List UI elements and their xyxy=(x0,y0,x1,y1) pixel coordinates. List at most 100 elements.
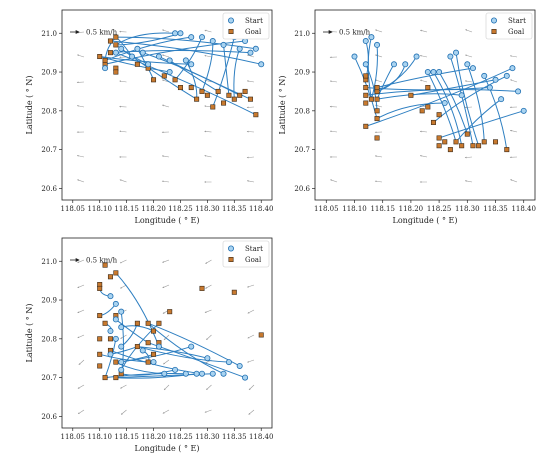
trajectory-line xyxy=(147,322,240,367)
start-marker xyxy=(458,92,465,99)
current-vector xyxy=(419,155,428,158)
goal-marker xyxy=(199,285,205,291)
goal-marker xyxy=(221,100,227,106)
start-marker xyxy=(436,69,443,76)
x-tick-label: 118.10 xyxy=(342,205,367,213)
start-marker xyxy=(486,84,493,91)
current-vector xyxy=(509,129,518,133)
x-tick-label: 118.15 xyxy=(114,205,139,213)
trajectory-line xyxy=(104,338,117,378)
trajectory-line xyxy=(365,89,519,96)
current-vector xyxy=(510,179,518,183)
trajectory-line xyxy=(376,102,445,120)
trajectory-line xyxy=(367,37,372,100)
goal-marker xyxy=(145,320,151,326)
trajectory-line xyxy=(427,71,457,142)
start-marker xyxy=(107,328,114,335)
x-tick-label: 118.40 xyxy=(249,433,274,441)
goal-marker xyxy=(107,38,113,44)
plot-frame xyxy=(61,9,273,201)
x-axis-label: Longitude ( ° E) xyxy=(135,444,200,453)
current-vector xyxy=(465,29,473,33)
scale-arrow: 0.5 km/h xyxy=(70,257,118,265)
panel-top-right: 118.05 118.10 118.15 118.20 118.25 118.30 118.… xyxy=(278,9,536,225)
start-marker xyxy=(198,370,205,377)
goal-markers xyxy=(363,73,510,153)
goal-marker xyxy=(436,112,442,118)
goal-marker xyxy=(363,92,369,98)
current-vector xyxy=(206,334,212,340)
y-tick-label: 20.8 xyxy=(41,335,57,343)
goal-marker xyxy=(481,139,487,145)
goal-marker xyxy=(156,320,162,326)
goal-marker xyxy=(188,85,194,91)
goal-marker xyxy=(258,332,264,338)
trajectory-line xyxy=(438,71,468,135)
trajectory-line xyxy=(212,37,235,108)
legend-box xyxy=(222,240,270,268)
current-vector xyxy=(78,359,85,365)
current-vector xyxy=(119,130,127,133)
trajectory-line xyxy=(455,52,480,146)
start-markers xyxy=(351,34,527,114)
legend: Start Goal xyxy=(222,12,270,40)
scale-arrow: 0.5 km/h xyxy=(323,29,371,37)
start-marker xyxy=(182,57,189,64)
trajectory-line xyxy=(455,98,502,143)
x-tick-label: 118.30 xyxy=(455,205,480,213)
x-tick-label: 118.35 xyxy=(222,205,247,213)
current-vector xyxy=(204,155,212,158)
start-marker xyxy=(118,308,125,315)
trajectory-line xyxy=(201,40,214,92)
start-marker xyxy=(225,359,232,366)
trajectory-line xyxy=(376,56,417,92)
current-vector xyxy=(247,309,255,314)
trajectory-line xyxy=(110,40,262,65)
start-marker xyxy=(128,53,135,60)
goal-marker xyxy=(113,359,119,365)
y-tick-label: 21.0 xyxy=(41,258,57,266)
legend-goal-label: Goal xyxy=(245,256,262,264)
goal-marker xyxy=(459,143,465,149)
trajectory-line xyxy=(174,36,203,81)
goal-marker xyxy=(374,135,380,141)
goal-marker xyxy=(151,351,157,357)
goal-marker xyxy=(113,375,119,381)
current-vector xyxy=(119,259,127,264)
scale-label: 0.5 km/h xyxy=(86,257,118,265)
start-marker xyxy=(134,45,141,52)
goal-marker xyxy=(102,320,108,326)
goal-markers xyxy=(97,262,264,381)
goal-marker xyxy=(113,69,119,75)
goal-marker xyxy=(363,100,369,106)
current-vector xyxy=(247,359,255,363)
trajectory-line xyxy=(223,44,230,96)
goal-marker xyxy=(504,147,510,153)
trajectory-line xyxy=(433,75,508,123)
x-tick-label: 118.40 xyxy=(511,205,536,213)
start-marker xyxy=(204,355,211,362)
y-tick-label: 20.6 xyxy=(41,185,57,193)
panel-bottom-left: 118.05 118.10 118.15 118.20 118.25 118.30 118.… xyxy=(25,237,274,453)
goal-marker xyxy=(453,139,459,145)
y-ticks: 20.6 20.7 20.8 20.9 21.0 xyxy=(41,30,62,193)
current-vector xyxy=(77,384,85,389)
x-axis-label: Longitude ( ° E) xyxy=(393,216,458,225)
trajectory-line xyxy=(137,346,208,359)
current-vector xyxy=(464,80,473,83)
start-marker xyxy=(118,366,125,373)
goal-marker xyxy=(151,328,157,334)
goal-marker xyxy=(113,34,119,40)
current-vector xyxy=(161,155,170,158)
goal-marker xyxy=(442,139,448,145)
start-marker xyxy=(112,300,119,307)
y-tick-label: 20.7 xyxy=(41,146,57,154)
current-vector xyxy=(246,106,255,109)
goal-marker xyxy=(363,123,369,129)
goal-marker xyxy=(363,73,369,79)
x-tick-label: 118.10 xyxy=(87,205,112,213)
goal-marker xyxy=(226,92,232,98)
legend-start-label: Start xyxy=(508,17,526,25)
current-vector xyxy=(464,180,473,183)
